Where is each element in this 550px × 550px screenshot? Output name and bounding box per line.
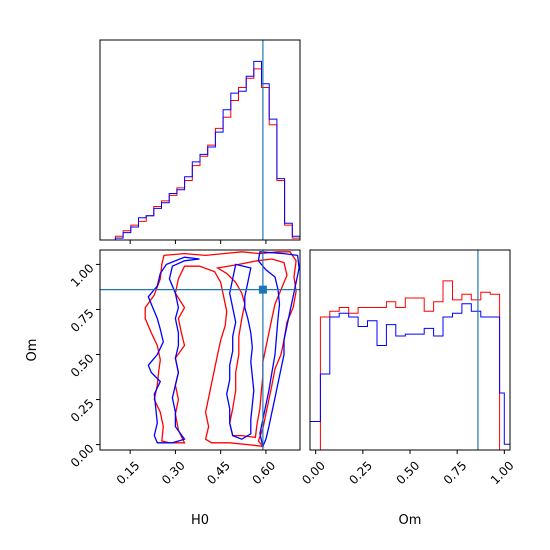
- contour-truth-marker: [258, 285, 267, 294]
- contour-xtick-label-1: 0.30: [159, 458, 188, 487]
- h0-om-contour-panel: 0.15 0.30 0.45 0.60 0.00 0.25 0.50 0.75 1.00 H0…: [25, 249, 301, 528]
- contour-truth-lines: [100, 250, 300, 450]
- om-hist-blue-series: [309, 303, 511, 450]
- contour-ytick-label-3: 0.75: [68, 306, 97, 335]
- om-x-ticks: 0.00 0.25 0.50 0.75 1.00: [299, 450, 517, 487]
- contour-frame: [99, 249, 301, 451]
- om-xtick-label-3: 0.75: [441, 458, 470, 487]
- contour-x-ticks: 0.15 0.30 0.45 0.60: [114, 450, 278, 487]
- contour-blue-2: [147, 256, 200, 444]
- contour-red-1: [215, 258, 288, 439]
- contour-ytick-label-2: 0.50: [68, 351, 97, 380]
- x-axis-label-om: Om: [399, 513, 422, 528]
- contour-ytick-label-0: 0.00: [68, 441, 97, 470]
- h0-hist-frame: [99, 39, 301, 241]
- h0-histogram-series: [100, 60, 301, 241]
- x-axis-label-h0: H0: [191, 513, 209, 528]
- om-marginal-histogram: 0.00 0.25 0.50 0.75 1.00 Om: [299, 249, 517, 528]
- om-hist-frame: [309, 249, 511, 451]
- om-xtick-label-2: 0.50: [394, 458, 423, 487]
- om-xtick-label-0: 0.00: [299, 458, 328, 487]
- contour-xtick-label-0: 0.15: [114, 458, 143, 487]
- contour-y-ticks: 0.00 0.25 0.50 0.75 1.00: [68, 261, 100, 470]
- contour-red-0: [144, 251, 297, 448]
- om-xtick-label-1: 0.25: [346, 458, 375, 487]
- y-axis-label-om: Om: [25, 339, 40, 362]
- contour-xtick-label-3: 0.60: [249, 458, 278, 487]
- contour-series: [144, 251, 300, 449]
- contour-xtick-label-2: 0.45: [204, 458, 233, 487]
- contour-ytick-label-1: 0.25: [68, 396, 97, 425]
- contour-blue-0: [257, 251, 300, 449]
- h0-marginal-histogram: [99, 39, 301, 244]
- h0-hist-ticks: [129, 240, 267, 244]
- om-histogram-series: [309, 280, 511, 451]
- h0-hist-blue-series: [100, 60, 301, 241]
- om-xtick-label-4: 1.00: [488, 458, 517, 487]
- om-hist-red-series: [310, 280, 510, 451]
- contour-blue-1: [226, 263, 255, 440]
- contour-ytick-label-4: 1.00: [68, 261, 97, 290]
